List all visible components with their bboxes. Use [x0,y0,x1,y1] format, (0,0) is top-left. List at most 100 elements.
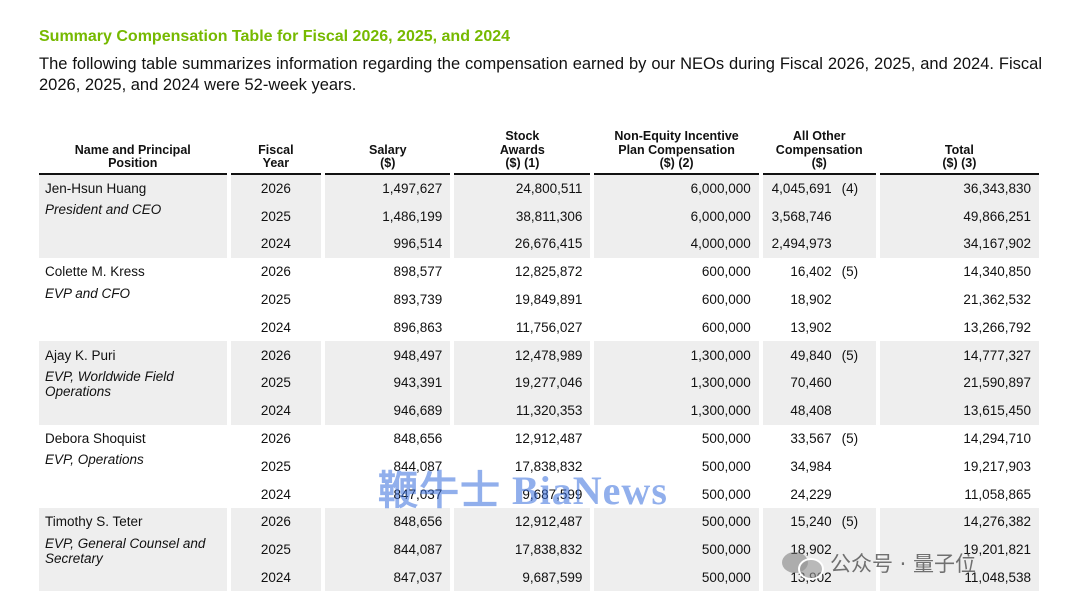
executive-position: EVP, General Counsel and Secretary [39,535,227,592]
executive-name: Jen-Hsun Huang [39,174,227,203]
header-stock-line3: ($) (1) [505,156,540,170]
executive-position: EVP, Operations [45,452,144,468]
other-comp-value: 49,840 [790,347,832,363]
fiscal-year: 2025 [230,535,322,564]
header-year: Fiscal Year [230,130,322,175]
executive-name: Timothy S. Teter [39,508,227,536]
stock-awards-cell: 11,756,027 [515,319,583,335]
nonequity-cell: 600,000 [701,292,751,308]
table-row: Jen-Hsun Huang 2026 1,497,627 24,800,511 6,0… [39,174,1039,203]
other-comp-cell: 15,240 (5) [762,508,876,536]
total-cell: 11,048,538 [879,563,1039,592]
salary-cell: 896,863 [393,319,443,335]
table-row: 2024847,0379,687,599500,00013,90211,048,… [39,563,1039,592]
salary-cell: 847,037 [393,486,443,502]
nonequity-cell: 1,300,000 [594,369,759,397]
stock-awards-cell: 17,838,832 [454,535,591,564]
total-cell: 21,362,532 [963,292,1031,308]
total-cell: 14,294,710 [963,431,1031,447]
stock-awards-cell: 24,800,511 [454,174,591,203]
header-stock: Stock Awards ($) (1) [454,129,591,175]
executive-name: Colette M. Kress [45,264,145,280]
stock-awards-cell: 12,825,872 [514,264,583,280]
salary-cell: 1,497,627 [325,174,451,203]
fiscal-year: 2024 [230,396,322,425]
fiscal-year: 2026 [260,264,291,280]
nonequity-cell: 500,000 [594,535,759,564]
other-comp-value: 4,045,691 [771,180,832,196]
table-row: Timothy S. Teter 2026 848,656 12,912,487 500… [39,508,1039,536]
other-comp-value: 48,408 [790,403,832,419]
other-comp-cell: 34,984 [763,452,876,480]
other-comp-value: 13,902 [790,319,832,335]
salary-cell: 844,087 [325,535,451,564]
other-comp-value: 3,568,746 [771,208,832,224]
nonequity-cell: 600,000 [701,264,751,280]
other-comp-value: 70,460 [790,375,832,391]
header-nonequity-line1: Non-Equity Incentive [614,129,739,143]
other-comp-value: 16,402 [790,264,832,280]
other-comp-value: 15,240 [790,514,832,530]
other-comp-value: 34,984 [790,458,832,474]
executive-name: Ajay K. Puri [39,341,227,370]
table-row: EVP, General Counsel and Secretary 2025 84… [39,535,1039,592]
fiscal-year: 2025 [260,292,291,308]
other-comp-cell: 70,460 [762,369,876,397]
header-salary-line1: Salary [369,142,407,157]
other-comp-cell: 33,567 (5) [763,425,876,453]
header-other-line3: ($) [811,156,827,170]
other-comp-cell: 18,902 [763,286,876,314]
other-comp-cell: 16,402 (5) [763,258,876,286]
stock-awards-cell: 19,277,046 [454,369,591,397]
table-row: Colette M. Kress 2026 898,577 12,825,872 600… [39,257,1039,286]
header-name-line1: Name and Principal [74,142,191,157]
nonequity-cell: 500,000 [594,508,759,536]
stock-awards-cell: 12,478,989 [454,341,591,370]
other-comp-value: 18,902 [790,292,832,308]
header-total-line1: Total [944,142,974,157]
total-cell: 36,343,830 [879,174,1039,203]
header-name: Name and Principal Position [39,130,227,175]
header-row: Name and Principal Position Fiscal Year … [39,129,1039,175]
fiscal-year: 2025 [230,202,322,231]
header-other: All Other Compensation ($) [762,129,876,175]
page-title: Summary Compensation Table for Fiscal 20… [39,28,511,45]
other-comp-cell: 3,568,746 [762,202,876,231]
stock-awards-cell: 38,811,306 [454,202,591,231]
table-row: 2024 896,863 11,756,027 600,000 13,902 13,266… [39,313,1039,342]
executive-position: EVP and CFO [45,285,131,301]
footnote-ref: (5) [841,514,859,530]
header-other-line2: Compensation [775,142,863,157]
salary-cell: 948,497 [325,341,451,370]
stock-awards-cell: 26,676,415 [454,230,591,258]
nonequity-cell: 500,000 [701,486,751,502]
nonequity-cell: 500,000 [594,563,759,592]
salary-cell: 848,656 [393,431,443,447]
footnote-ref: (5) [841,264,859,280]
total-cell: 13,266,792 [963,319,1031,335]
fiscal-year: 2024 [230,563,322,592]
fiscal-year: 2026 [230,508,322,536]
stock-awards-cell: 9,687,599 [454,563,591,592]
other-comp-cell: 2,494,973 [762,230,876,258]
fiscal-year: 2025 [260,458,291,474]
wechat-label: 公众号 · 量子位 [830,552,977,576]
footnote-ref: (5) [841,347,859,363]
total-cell: 19,201,821 [879,535,1039,564]
table-row: 2024 946,689 11,320,353 1,300,000 48,408 13,6… [39,396,1039,425]
header-nonequity-line3: ($) (2) [659,156,694,170]
salary-cell: 946,689 [325,396,451,425]
stock-awards-cell: 17,838,832 [514,458,583,474]
table-row: Ajay K. Puri 2026 948,497 12,478,989 1,300,0… [39,341,1039,370]
other-comp-cell: 4,045,691 (4) [762,174,876,203]
executive-position: President and CEO [39,202,227,258]
salary-cell: 893,739 [393,292,443,308]
header-other-line1: All Other [792,129,846,143]
header-nonequity-line2: Plan Compensation [618,142,735,157]
table-row: President and CEO 2025 1,486,199 38,811,306… [39,202,1039,258]
other-comp-cell: 24,229 [763,480,876,508]
header-stock-line2: Awards [499,142,545,157]
other-comp-cell: 48,408 [762,396,876,425]
fiscal-year: 2024 [260,486,291,502]
total-cell: 13,615,450 [879,396,1039,425]
